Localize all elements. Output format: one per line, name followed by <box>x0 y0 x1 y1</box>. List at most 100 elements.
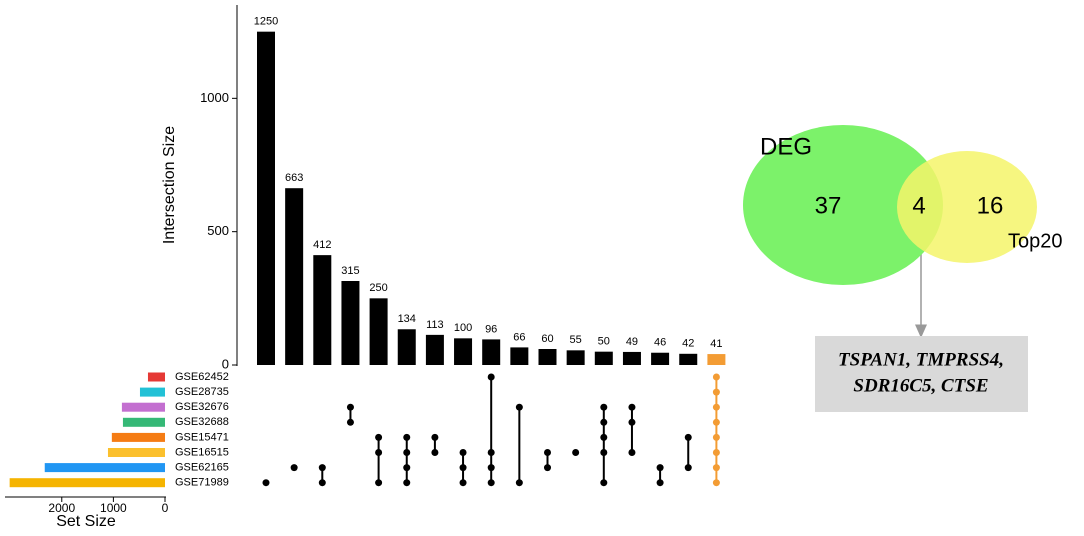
value-label: 41 <box>710 338 722 350</box>
set-name: DEG <box>760 133 812 160</box>
value-label: 96 <box>485 323 497 335</box>
value-label: 663 <box>285 172 303 184</box>
value-label: 55 <box>570 334 582 346</box>
y-tick-label: 1000 <box>200 90 229 105</box>
value-label: 113 <box>426 319 444 331</box>
bar <box>425 334 444 365</box>
bar <box>594 351 613 365</box>
set-size-bar <box>139 387 165 397</box>
matrix-dot <box>487 373 495 381</box>
x-axis-label: Set Size <box>56 513 116 530</box>
value-label: 315 <box>341 265 359 277</box>
set-label: GSE32688 <box>175 416 229 428</box>
set-label: GSE16515 <box>175 446 229 458</box>
matrix-dot <box>346 418 354 426</box>
x-tick-label: 2000 <box>48 501 75 515</box>
set-label: GSE32676 <box>175 401 229 413</box>
matrix-dot <box>712 403 720 411</box>
matrix-dot <box>459 464 467 472</box>
matrix-dot <box>403 449 411 456</box>
x-tick-label: 1000 <box>100 501 127 515</box>
matrix-dot <box>712 373 720 381</box>
set-label: GSE62165 <box>175 462 229 474</box>
set-size-bar <box>111 432 165 442</box>
matrix-dot <box>375 479 383 487</box>
matrix-dot <box>712 433 720 441</box>
gene-list: SDR16C5, CTSE <box>853 375 988 396</box>
matrix-dot <box>712 388 720 396</box>
matrix-dot <box>712 418 720 426</box>
matrix-dot <box>712 479 720 487</box>
set-label: GSE28735 <box>175 386 229 398</box>
matrix-dot <box>459 479 467 487</box>
value-label: 49 <box>626 336 638 348</box>
set-size-bar <box>147 372 165 382</box>
matrix-dot <box>431 449 439 456</box>
set-circle <box>897 151 1037 263</box>
bar <box>257 31 275 366</box>
bar <box>397 329 416 365</box>
region-count: 4 <box>912 192 925 219</box>
matrix-dot <box>515 403 523 411</box>
y-axis-label: Intersection Size <box>161 126 178 244</box>
bar <box>341 281 360 365</box>
value-label: 50 <box>598 336 610 348</box>
value-label: 46 <box>654 337 666 349</box>
set-size-bar <box>44 463 165 473</box>
matrix-dot <box>487 479 495 487</box>
value-label: 60 <box>541 333 553 345</box>
matrix-dot <box>600 433 608 441</box>
set-label: GSE71989 <box>175 477 229 489</box>
set-size-bar <box>122 417 165 427</box>
venn: DEG Top20 37 4 16 TSPAN1, TMPRSS4, SDR16C5, CT… <box>743 125 1063 396</box>
matrix-dot <box>403 479 411 487</box>
set-size-bar <box>121 402 165 412</box>
matrix-dot <box>262 479 270 487</box>
bar <box>707 354 726 365</box>
bar <box>622 351 641 365</box>
matrix-dot <box>544 449 551 456</box>
set-name: Top20 <box>1008 230 1063 252</box>
matrix-dot <box>628 449 636 456</box>
matrix-dot <box>403 433 411 441</box>
value-label: 1250 <box>254 16 278 28</box>
matrix-dot <box>656 464 664 472</box>
bar <box>651 352 670 365</box>
set-size-bar <box>107 448 165 457</box>
matrix-dot <box>712 464 720 472</box>
set-size-bar <box>9 478 166 488</box>
set-circle <box>743 125 943 285</box>
value-label: 66 <box>513 331 525 343</box>
bar <box>313 255 332 365</box>
set-label: GSE15471 <box>175 431 229 443</box>
bar <box>369 298 388 365</box>
matrix-dot <box>628 418 636 426</box>
matrix-dot <box>515 479 523 487</box>
matrix-dot <box>684 464 692 472</box>
matrix-dot <box>600 449 608 456</box>
value-label: 134 <box>398 313 416 325</box>
matrix-dot <box>346 403 354 411</box>
matrix-dot <box>318 464 326 472</box>
region-count: 37 <box>815 192 842 219</box>
bar <box>566 350 585 365</box>
matrix-dot <box>600 479 608 487</box>
set-label: GSE62452 <box>175 371 229 383</box>
bar <box>538 349 557 365</box>
value-label: 42 <box>682 338 694 350</box>
matrix-dot <box>712 449 720 456</box>
matrix-dot <box>459 449 467 456</box>
matrix-dot <box>572 449 580 456</box>
region-count: 16 <box>977 192 1004 219</box>
matrix-dot <box>487 449 495 456</box>
gene-list: TSPAN1, TMPRSS4, <box>838 349 1004 370</box>
matrix-dot <box>600 418 608 426</box>
matrix-dot <box>544 464 551 472</box>
bar <box>482 339 501 365</box>
matrix-dot <box>290 464 298 472</box>
y-tick-label: 0 <box>222 356 229 371</box>
matrix-dot <box>318 479 326 487</box>
matrix-dot <box>403 464 411 472</box>
bar <box>454 338 473 365</box>
